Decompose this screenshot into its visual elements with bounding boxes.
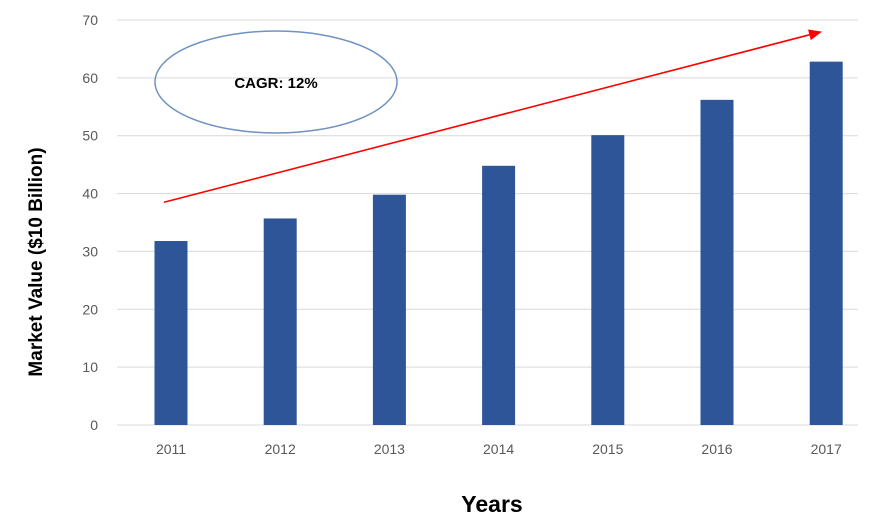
y-tick-label: 30: [82, 243, 98, 259]
x-tick-label: 2015: [592, 441, 623, 457]
y-axis-ticks: 0 10 20 30 40 50 60 70: [82, 12, 98, 433]
bar-2016: [700, 99, 734, 425]
bar-2013: [372, 194, 406, 425]
y-tick-label: 60: [82, 70, 98, 86]
y-tick-label: 10: [82, 359, 98, 375]
cagr-ellipse: [154, 30, 398, 134]
cagr-label: CAGR: 12%: [234, 75, 317, 92]
x-tick-label: 2011: [156, 441, 186, 457]
trend-arrow-head: [808, 29, 822, 41]
bars: [154, 61, 843, 426]
x-tick-label: 2014: [483, 441, 514, 457]
y-axis-title: Market Value ($10 Billion): [26, 147, 47, 376]
x-axis-ticks: 2011 2012 2013 2014 2015 2016 2017: [156, 441, 842, 457]
y-tick-label: 50: [82, 128, 98, 144]
bar-2012: [263, 218, 297, 425]
bar-2017: [809, 61, 843, 426]
y-tick-label: 0: [90, 417, 98, 433]
y-tick-label: 70: [82, 12, 98, 28]
bar-2015: [591, 135, 625, 425]
trend-arrow-line: [163, 34, 810, 204]
x-tick-label: 2016: [701, 441, 732, 457]
trend-arrow: [163, 29, 822, 204]
x-tick-label: 2017: [811, 441, 842, 457]
bar-2011: [154, 241, 188, 425]
y-tick-label: 40: [82, 186, 98, 202]
y-tick-label: 20: [82, 301, 98, 317]
x-tick-label: 2012: [265, 441, 296, 457]
cagr-annotation: CAGR: 12%: [154, 30, 398, 134]
x-tick-label: 2013: [374, 441, 405, 457]
bar-2014: [482, 165, 516, 426]
x-axis-title: Years: [461, 491, 522, 514]
